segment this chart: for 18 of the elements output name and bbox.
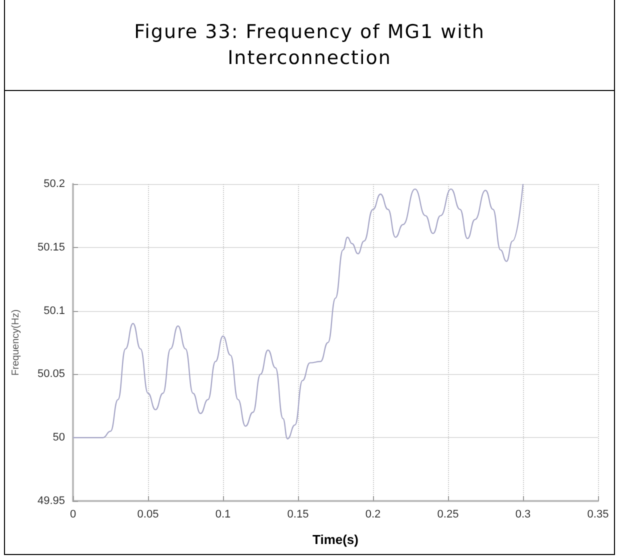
y-tick-label: 49.95 — [37, 495, 65, 507]
chart-title: Figure 33: Frequency of MG1 with Interconnection — [5, 0, 614, 91]
x-tick-label: 0.05 — [137, 508, 159, 520]
y-tick-label: 50.1 — [44, 304, 65, 317]
y-axis-title: Frequency(Hz) — [10, 309, 22, 376]
x-tick-label: 0.3 — [515, 508, 531, 520]
y-tick-label: 50.05 — [37, 368, 65, 380]
y-tick-label: 50.15 — [37, 241, 65, 254]
x-tick-label: 0.25 — [437, 508, 459, 520]
x-axis-title: Time(s) — [312, 532, 358, 547]
y-tick-label: 50.2 — [44, 178, 65, 190]
line-series — [72, 183, 524, 440]
x-tick-label: 0.35 — [587, 508, 609, 520]
x-tick-label: 0.1 — [215, 508, 231, 520]
x-tick-label: 0.15 — [287, 508, 309, 520]
x-tick-label: 0 — [70, 508, 76, 520]
x-tick-label: 0.2 — [365, 508, 381, 520]
y-tick-label: 50 — [52, 432, 65, 444]
